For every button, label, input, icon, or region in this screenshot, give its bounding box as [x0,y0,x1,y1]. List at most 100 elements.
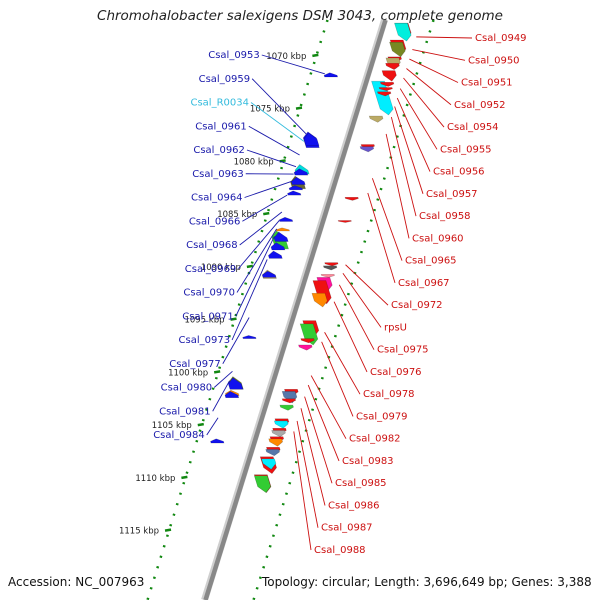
left-leader-0 [261,54,325,75]
right-leader-0 [416,36,473,39]
right-leader-7 [394,106,424,194]
tick-label-1105: 1105 kbp [152,421,192,431]
right-leader-13 [342,272,382,328]
forward-gene-8 [287,190,302,196]
forward-gene-4 [293,168,309,176]
forward-gene-17 [242,335,257,339]
right-leader-6 [396,97,431,172]
right-label-Csal_0955: Csal_0955 [440,144,492,155]
right-leader-21 [300,408,326,506]
reverse-gene-25 [300,338,315,344]
tick-mark-1095 [230,317,237,321]
forward-gene-22 [210,438,225,444]
backbone-layer [201,18,388,600]
reverse-gene-29 [281,398,297,404]
reverse-gene-34 [271,430,286,438]
forward-gene-21 [224,391,240,398]
left-leader-15 [212,380,230,412]
reverse-gene-3 [389,41,406,58]
left-leader-9 [237,220,280,270]
left-leader-10 [236,228,278,293]
right-leader-11 [367,192,396,283]
tick-label-1070: 1070 kbp [266,52,306,62]
reverse-gene-1 [394,22,412,42]
right-label-Csal_0950: Csal_0950 [468,55,520,66]
right-leader-20 [304,396,333,484]
reverse-gene-11 [377,91,392,97]
left-label-Csal_0962: Csal_0962 [193,145,245,156]
left-label-Csal_0973: Csal_0973 [179,335,231,346]
tick-label-1085: 1085 kbp [217,210,257,220]
forward-gene-9 [278,216,294,222]
right-leader-16 [324,332,361,395]
reverse-gene-14 [359,146,375,153]
left-label-Csal_0971: Csal_0971 [182,311,234,322]
left-leader-16 [206,417,219,436]
right-leader-12 [345,264,389,306]
reverse-gene-16 [337,220,352,223]
tick-label-1080: 1080 kbp [234,157,274,167]
forward-gene-0 [323,72,339,78]
forward-gene-12 [273,231,289,242]
reverse-gene-18 [323,265,338,271]
right-label-Csal_0976: Csal_0976 [370,367,422,378]
reverse-gene-32 [273,420,289,429]
label-layer: Csal_0953 Csal_0959 Csal_R0034 Csal_0961 Csa… [153,33,526,556]
accession-text: Accession: NC_007963 [8,575,145,589]
reverse-gene-26 [298,344,313,351]
left-leader-3 [248,125,300,156]
forward-gene-19 [227,377,244,390]
right-leader-5 [399,88,438,150]
left-label-Csal_0953: Csal_0953 [208,50,260,61]
right-label-Csal_0983: Csal_0983 [342,456,394,467]
left-label-Csal_0969: Csal_0969 [185,264,237,275]
right-label-rpsU: rpsU [384,322,407,333]
right-label-Csal_0949: Csal_0949 [475,33,527,44]
left-label-Csal_0981: Csal_0981 [159,406,211,417]
left-leader-14 [213,370,233,388]
forward-gene-13 [270,242,286,251]
reverse-gene-6 [385,62,400,70]
right-leader-2 [409,58,459,83]
reverse-gene-38 [265,449,280,457]
left-label-Csal_0964: Csal_0964 [191,193,243,204]
tick-mark-1110 [181,475,188,480]
left-label-Csal_0963: Csal_0963 [192,169,244,180]
right-leader-14 [338,284,375,350]
right-label-Csal_0960: Csal_0960 [412,233,464,244]
left-label-Csal_0980: Csal_0980 [161,383,213,394]
tick-label-1100: 1100 kbp [168,368,208,378]
genome-title: Chromohalobacter salexigens DSM 3043, co… [97,8,503,24]
right-label-Csal_0967: Csal_0967 [398,278,450,289]
right-label-Csal_0958: Csal_0958 [419,211,471,222]
left-leader-6 [244,180,292,198]
right-leader-8 [390,116,417,217]
right-label-Csal_0954: Csal_0954 [447,122,499,133]
tick-mark-1085 [263,211,270,216]
left-label-Csal_0961: Csal_0961 [195,121,247,132]
reverse-gene-22 [311,292,328,308]
tick-label-1075: 1075 kbp [250,105,290,115]
right-leader-19 [307,384,340,462]
right-label-Csal_0986: Csal_0986 [328,500,380,511]
left-leader-12 [231,259,268,341]
reverse-gene-30 [279,404,294,411]
reverse-gene-19 [320,273,335,278]
left-leader-2 [250,102,305,142]
right-label-Csal_0985: Csal_0985 [335,478,387,489]
tick-mark-1115 [164,528,172,532]
right-leader-15 [333,301,368,373]
forward-gene-16 [261,270,277,278]
reverse-gene-15 [344,196,359,201]
right-label-Csal_0979: Csal_0979 [356,411,408,422]
tick-label-1090: 1090 kbp [201,263,241,273]
left-label-Csal_0968: Csal_0968 [186,240,238,251]
left-leader-4 [246,149,297,168]
forward-gene-7 [288,185,303,191]
right-label-Csal_0987: Csal_0987 [321,523,373,534]
reverse-gene-40 [261,458,277,470]
gene-layer [210,22,412,494]
topology-text: Topology: circular; Length: 3,696,649 bp… [262,575,592,589]
reverse-gene-9 [379,81,395,87]
reverse-gene-7 [381,70,397,82]
